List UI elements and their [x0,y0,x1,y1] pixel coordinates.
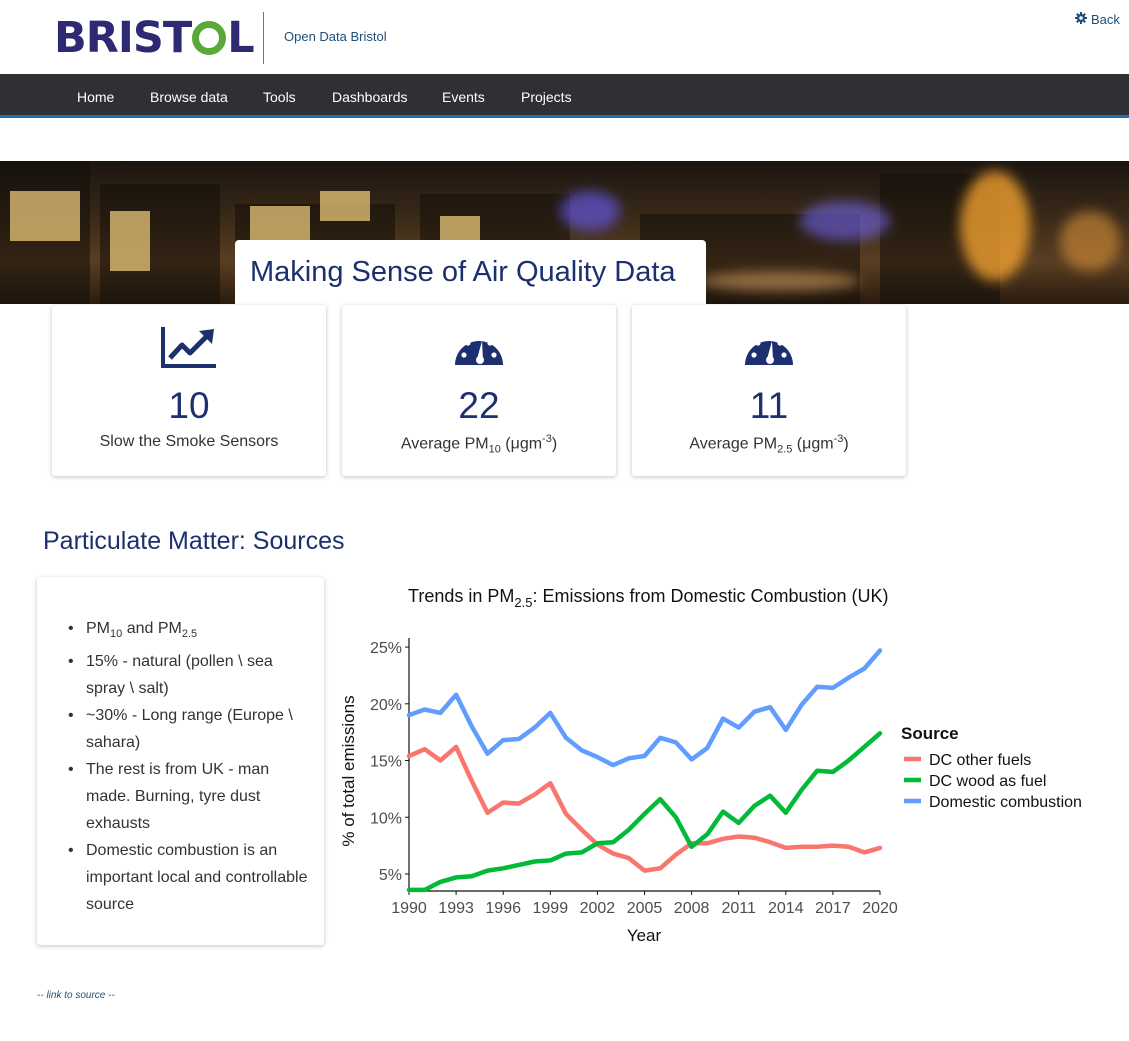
stat-label-subscript: 2.5 [777,443,793,456]
series-line [406,648,883,768]
emissions-chart: Trends in PM2.5: Emissions from Domestic… [336,575,1116,960]
header-divider [263,12,264,64]
stat-value: 11 [749,385,789,426]
gauge-icon [744,325,794,374]
stat-label-subscript: 10 [488,443,501,456]
back-link[interactable]: Back [1075,12,1120,27]
hero-light [700,271,860,291]
y-tick-label: 5% [379,867,402,884]
chart-title: Trends in PM2.5: Emissions from Domestic… [408,586,889,610]
nav-home[interactable]: Home [77,89,115,105]
source-link[interactable]: -- link to source -- [37,990,115,1001]
series-line [406,744,883,873]
stat-label-close: ) [551,435,558,453]
hero-light [560,191,620,231]
x-tick-label: 2005 [627,900,663,917]
back-link-label: Back [1091,12,1120,27]
list-item: 15% - natural (pollen \ sea spray \ salt… [68,648,312,702]
gear-icon [1075,12,1087,27]
stat-label-unit: (μgm [792,435,834,453]
list-item: PM10 and PM2.5 [68,615,312,648]
stat-card-sensors: 10 Slow the Smoke Sensors [52,305,326,476]
legend-label: DC other fuels [929,752,1031,769]
x-tick-label: 1999 [533,900,569,917]
list-item-text: and PM [122,620,182,637]
hero-title-box [235,240,706,304]
site-name-link[interactable]: Open Data Bristol [284,29,387,44]
nav-events[interactable]: Events [442,89,485,105]
stat-label-prefix: Average PM [689,435,778,453]
x-tick-label: 2014 [768,900,804,917]
chart-axes: 5% 10% 15% 20% 25% 1990 1993 1996 1999 2002 2005 20… [370,638,898,917]
stat-card-pm10: 22 Average PM10 (μgm-3) [342,305,616,476]
stat-label: Slow the Smoke Sensors [99,433,279,450]
chart-title-subscript: 2.5 [514,595,532,610]
y-tick-label: 25% [370,640,402,657]
section-title: Particulate Matter: Sources [43,527,345,555]
hero-light [960,171,1030,281]
hero-light [800,201,890,241]
hero-light [250,206,310,246]
x-tick-label: 2017 [815,900,851,917]
x-tick-label: 2008 [674,900,710,917]
logo-text-left: BRIST [54,13,192,63]
logo-text-right: L [227,13,254,63]
x-tick-label: 2011 [721,900,756,917]
bristol-logo[interactable]: BRIST L [54,13,255,63]
y-tick-label: 15% [370,754,402,771]
chart-line-icon [160,325,218,374]
list-item: The rest is from UK - man made. Burning,… [68,756,312,837]
list-item-subscript: 10 [110,628,123,641]
x-tick-label: 2020 [862,900,898,917]
stat-label-close: ) [843,435,849,453]
stat-label-unit: (μgm [500,435,543,453]
nav-tools[interactable]: Tools [263,89,296,105]
hero-light [1060,211,1120,271]
chart-lines [406,648,883,893]
legend-title: Source [901,724,959,743]
stat-card-pm25: 11 Average PM2.5 (μgm-3) [632,305,906,476]
legend-label: DC wood as fuel [929,773,1046,790]
chart-title-suffix: : Emissions from Domestic Combustion (UK… [532,586,888,606]
x-axis-label: Year [627,926,662,945]
series-line [406,731,883,893]
y-tick-label: 20% [370,697,402,714]
list-item-text: PM [86,620,110,637]
stat-label: Average PM10 (μgm-3) [342,433,616,456]
x-tick-label: 1996 [485,900,521,917]
chart-title-prefix: Trends in PM [408,586,514,606]
gauge-icon [454,325,504,374]
nav-dashboards[interactable]: Dashboards [332,89,408,105]
stat-value: 22 [458,385,500,426]
hero-light [320,191,370,221]
chart-svg: Trends in PM2.5: Emissions from Domestic… [339,586,1082,945]
stat-label-superscript: -3 [542,433,552,445]
y-tick-label: 10% [370,810,402,827]
list-item-subscript: 2.5 [181,628,198,641]
list-item: ~30% - Long range (Europe \ sahara) [68,702,312,756]
main-navbar: Home Browse data Tools Dashboards Events… [0,74,1129,118]
sources-list: PM10 and PM2.5 15% - natural (pollen \ s… [68,615,312,918]
stat-label-superscript: -3 [833,433,844,445]
hero-light [110,211,150,271]
stat-label: Average PM2.5 (μgm-3) [632,433,906,456]
page-title: Making Sense of Air Quality Data [250,256,676,288]
stat-label-prefix: Average PM [400,435,489,453]
nav-browse-data[interactable]: Browse data [150,89,228,105]
x-tick-label: 1990 [391,900,427,917]
stat-value: 10 [168,385,210,426]
y-axis-label: % of total emissions [339,695,358,846]
x-tick-label: 2002 [580,900,616,917]
chart-legend: Source DC other fuels DC wood as fuel Dome… [901,724,1082,811]
x-tick-label: 1993 [438,900,474,917]
logo-o-ring [192,21,227,55]
hero-light [10,191,80,241]
list-item: Domestic combustion is an important loca… [68,837,312,918]
site-header: BRIST L Open Data Bristol Back [0,0,1129,74]
nav-projects[interactable]: Projects [521,89,572,105]
sources-info-card: PM10 and PM2.5 15% - natural (pollen \ s… [37,577,324,945]
legend-label: Domestic combustion [929,794,1082,811]
